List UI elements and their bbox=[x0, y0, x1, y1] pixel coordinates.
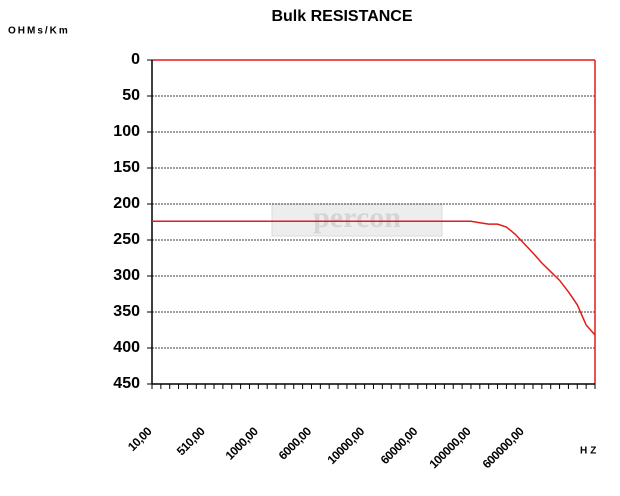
y-tick-label: 0 bbox=[131, 51, 140, 68]
x-tick-label: 1000,00 bbox=[223, 424, 262, 463]
y-tick-label: 50 bbox=[122, 87, 140, 104]
x-axis-label: HZ bbox=[580, 446, 599, 457]
y-tick-label: 250 bbox=[113, 231, 140, 248]
x-tick-label: 6000,00 bbox=[276, 424, 315, 463]
y-tick-label: 100 bbox=[113, 123, 140, 140]
y-tick-label: 300 bbox=[113, 267, 140, 284]
x-tick-label: 60000,00 bbox=[378, 424, 421, 467]
x-tick-label: 10000,00 bbox=[325, 424, 368, 467]
y-tick-label: 200 bbox=[113, 195, 140, 212]
y-tick-label: 350 bbox=[113, 303, 140, 320]
y-axis-label: OHMs/Km bbox=[8, 26, 70, 37]
x-tick-label: 100000,00 bbox=[426, 424, 473, 471]
data-line bbox=[152, 220, 596, 336]
x-tick-label: 10,00 bbox=[125, 424, 155, 454]
chart-title: Bulk RESISTANCE bbox=[271, 8, 412, 25]
y-tick-label: 150 bbox=[113, 159, 140, 176]
y-tick-label: 400 bbox=[113, 339, 140, 356]
y-tick-label: 450 bbox=[113, 375, 140, 392]
x-tick-label: 510,00 bbox=[174, 424, 208, 458]
watermark-box bbox=[271, 203, 443, 237]
watermark: percon bbox=[271, 201, 443, 237]
x-tick-label: 600000,00 bbox=[480, 424, 527, 471]
watermark-text: percon bbox=[313, 201, 401, 234]
